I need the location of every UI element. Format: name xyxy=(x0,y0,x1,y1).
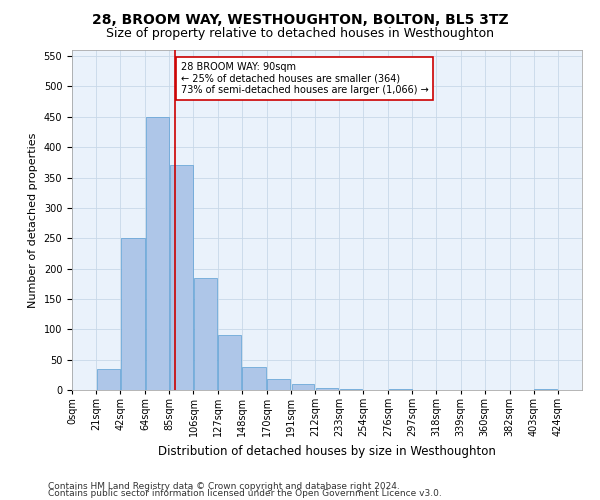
Bar xyxy=(146,117,169,390)
Bar xyxy=(97,369,119,390)
Text: Size of property relative to detached houses in Westhoughton: Size of property relative to detached ho… xyxy=(106,28,494,40)
Bar xyxy=(292,384,314,390)
Bar xyxy=(316,388,338,390)
Text: Contains HM Land Registry data © Crown copyright and database right 2024.: Contains HM Land Registry data © Crown c… xyxy=(48,482,400,491)
Bar xyxy=(121,238,145,390)
Y-axis label: Number of detached properties: Number of detached properties xyxy=(28,132,38,308)
Bar xyxy=(170,166,193,390)
Bar xyxy=(268,379,290,390)
Text: 28, BROOM WAY, WESTHOUGHTON, BOLTON, BL5 3TZ: 28, BROOM WAY, WESTHOUGHTON, BOLTON, BL5… xyxy=(92,12,508,26)
Text: Contains public sector information licensed under the Open Government Licence v3: Contains public sector information licen… xyxy=(48,489,442,498)
Text: 28 BROOM WAY: 90sqm
← 25% of detached houses are smaller (364)
73% of semi-detac: 28 BROOM WAY: 90sqm ← 25% of detached ho… xyxy=(181,62,428,96)
Bar xyxy=(194,278,217,390)
Bar xyxy=(242,367,266,390)
Bar xyxy=(218,336,241,390)
X-axis label: Distribution of detached houses by size in Westhoughton: Distribution of detached houses by size … xyxy=(158,444,496,458)
